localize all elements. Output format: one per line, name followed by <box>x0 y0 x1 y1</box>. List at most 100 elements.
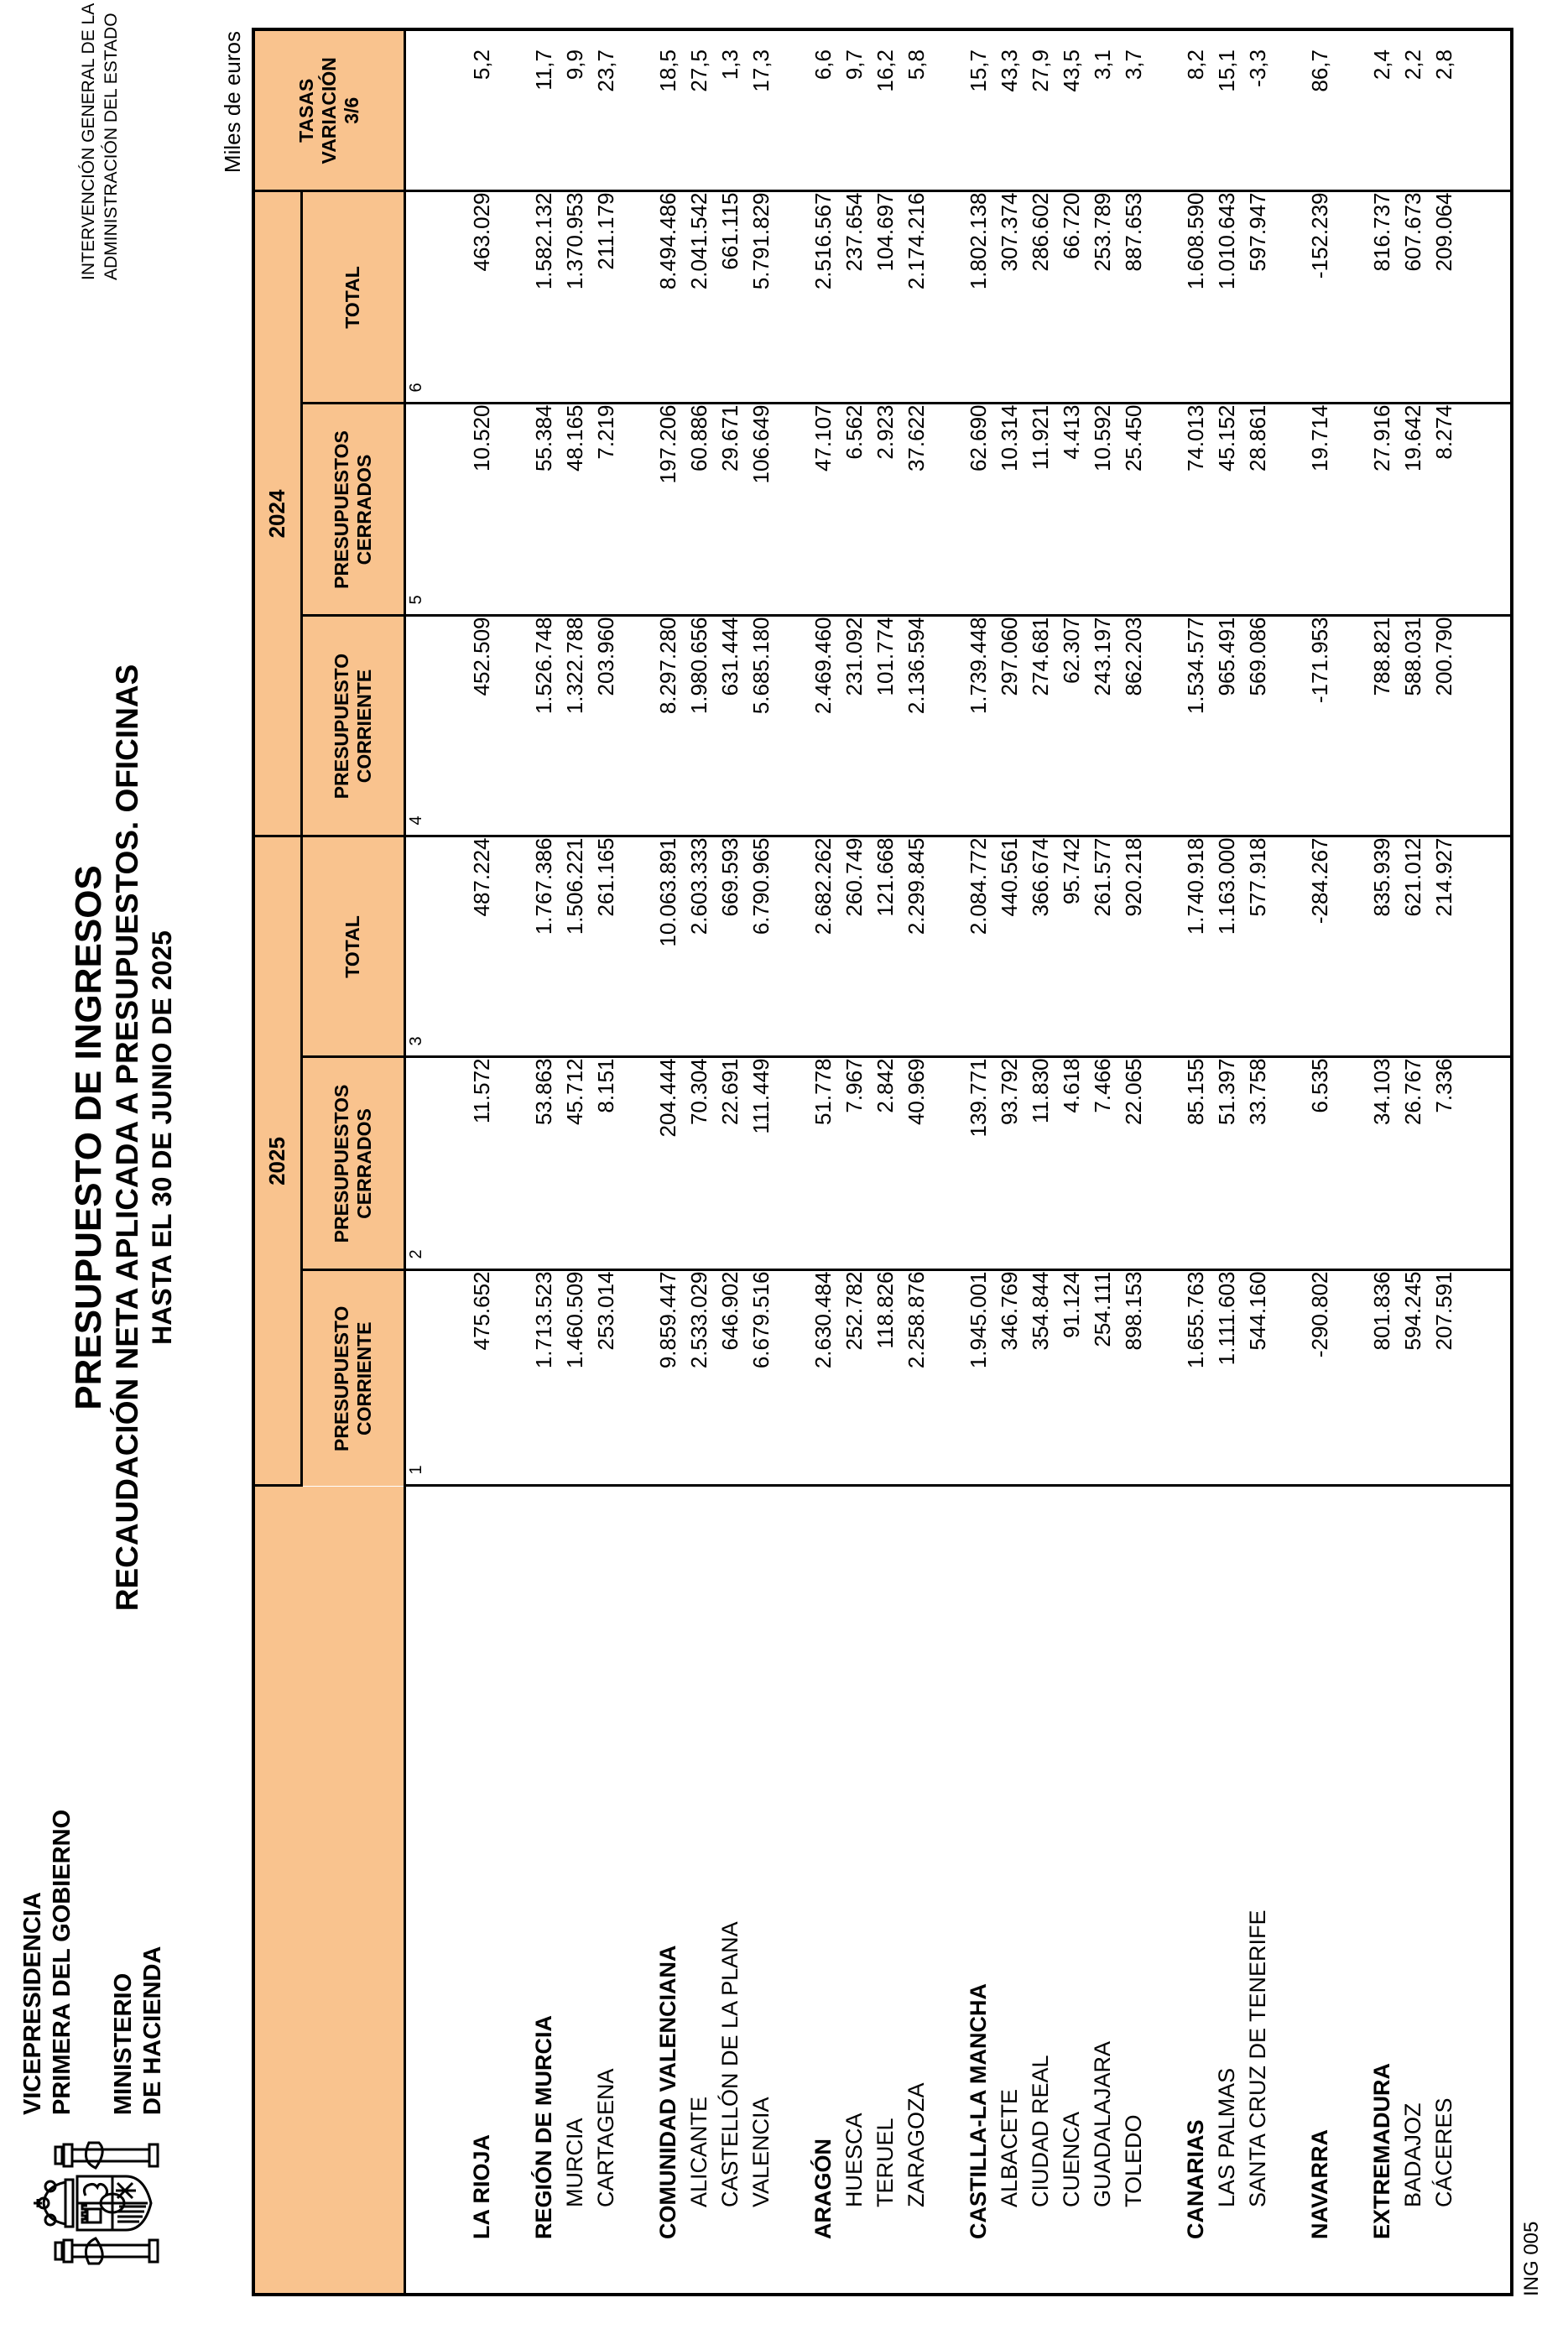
cell-col6: 607.673 <box>1398 191 1429 404</box>
filler-cell <box>1460 404 1512 616</box>
cell-col3: 1.506.221 <box>560 836 591 1057</box>
cell-col1 <box>622 1270 653 1486</box>
cell-col5: 10.314 <box>994 404 1025 616</box>
cell-col3 <box>497 836 529 1057</box>
cell-col5: 8.274 <box>1429 404 1460 616</box>
ministry-name: MINISTERIO DE HACIENDA <box>109 1946 168 2115</box>
cell-tasa-variacion: 9,7 <box>839 29 870 191</box>
cell-col4: 1.980.656 <box>684 616 715 836</box>
cell-col4 <box>1274 616 1305 836</box>
cell-col1: 2.258.876 <box>901 1270 932 1486</box>
ministry-line: MINISTERIO <box>110 1972 137 2115</box>
table-row: CARTAGENA 253.014 8.151 261.165 203.960 7.219… <box>591 29 622 2295</box>
cell-col1: 1.460.509 <box>560 1270 591 1486</box>
cell-col6: 2.041.542 <box>684 191 715 404</box>
table-row: BADAJOZ 594.245 26.767 621.012 588.031 19.642… <box>1398 29 1429 2295</box>
cell-col4: 588.031 <box>1398 616 1429 836</box>
cell-col4: 1.534.577 <box>1180 616 1211 836</box>
spacer-row <box>777 29 808 2295</box>
cell-col1: 1.713.523 <box>529 1270 560 1486</box>
cell-col5 <box>932 404 963 616</box>
cell-tasa-variacion: 16,2 <box>870 29 901 191</box>
cell-col3: 920.218 <box>1118 836 1149 1057</box>
row-label <box>932 1486 963 2295</box>
cell-col1: 254.111 <box>1087 1270 1118 1486</box>
cell-tasa-variacion <box>497 29 529 191</box>
cell-col2 <box>1336 1057 1367 1270</box>
cell-col5: 27.916 <box>1367 404 1398 616</box>
cell-col5: 7.219 <box>591 404 622 616</box>
cell-col4: 1.526.748 <box>529 616 560 836</box>
table-row: TOLEDO 898.153 22.065 920.218 862.203 25.450 8… <box>1118 29 1149 2295</box>
table-filler-row <box>1460 29 1512 2295</box>
cell-col4: 101.774 <box>870 616 901 836</box>
row-label: VALENCIA <box>748 2097 774 2207</box>
column-number-empty <box>404 1486 466 2295</box>
table-row: COMUNIDAD VALENCIANA 9.859.447 204.444 10.0… <box>653 29 684 2295</box>
cell-col5 <box>777 404 808 616</box>
cell-col3 <box>1336 836 1367 1057</box>
cell-col3: 1.740.918 <box>1180 836 1211 1057</box>
cell-col5 <box>622 404 653 616</box>
cell-tasa-variacion <box>1336 29 1367 191</box>
cell-col1: 91.124 <box>1056 1270 1087 1486</box>
cell-col2: 34.103 <box>1367 1057 1398 1270</box>
cell-col2 <box>777 1057 808 1270</box>
cell-tasa-variacion: 2,4 <box>1367 29 1398 191</box>
cell-col4: 452.509 <box>466 616 497 836</box>
table-row: ARAGÓN 2.630.484 51.778 2.682.262 2.469.460 4… <box>808 29 839 2295</box>
cell-tasa-variacion: 18,5 <box>653 29 684 191</box>
row-label: NAVARRA <box>1307 2129 1332 2239</box>
cell-col3: 10.063.891 <box>653 836 684 1057</box>
table-row: CASTELLÓN DE LA PLANA 646.902 22.691 669.59… <box>715 29 746 2295</box>
cell-col6: 1.582.132 <box>529 191 560 404</box>
spacer-row <box>1336 29 1367 2295</box>
table-row: CANARIAS 1.655.763 85.155 1.740.918 1.534.57… <box>1180 29 1211 2295</box>
cell-col4 <box>497 616 529 836</box>
cell-tasa-variacion: -3,3 <box>1242 29 1274 191</box>
row-label <box>1149 1486 1180 2295</box>
document-title: PRESUPUESTO DE INGRESOS RECAUDACIÓN NETA… <box>68 433 178 1842</box>
row-label: COMUNIDAD VALENCIANA <box>655 1945 680 2240</box>
cell-col5 <box>1336 404 1367 616</box>
cell-col6: 286.602 <box>1025 191 1056 404</box>
cell-col6: 5.791.829 <box>746 191 777 404</box>
cell-tasa-variacion: 1,3 <box>715 29 746 191</box>
cell-col1: 1.655.763 <box>1180 1270 1211 1486</box>
spacer-row <box>497 29 529 2295</box>
col6-header: TOTAL <box>301 191 404 404</box>
table-row: NAVARRA -290.802 6.535 -284.267 -171.953 19.7… <box>1305 29 1336 2295</box>
agency-line: INTERVENCIÓN GENERAL DE LA <box>79 3 98 280</box>
cell-col4: 274.681 <box>1025 616 1056 836</box>
cell-col5: 25.450 <box>1118 404 1149 616</box>
row-label: LAS PALMAS <box>1214 2067 1239 2207</box>
cell-col5: 4.413 <box>1056 404 1087 616</box>
cell-col5 <box>497 404 529 616</box>
cell-col4: 297.060 <box>994 616 1025 836</box>
cell-col2: 93.792 <box>994 1057 1025 1270</box>
cell-col4: 203.960 <box>591 616 622 836</box>
cell-col2: 11.572 <box>466 1057 497 1270</box>
table-row: LA RIOJA 475.652 11.572 487.224 452.509 10.52… <box>466 29 497 2295</box>
cell-col5: 2.923 <box>870 404 901 616</box>
cell-tasa-variacion: 3,7 <box>1118 29 1149 191</box>
cell-col4: 569.086 <box>1242 616 1274 836</box>
cell-col1: 207.591 <box>1429 1270 1460 1486</box>
column-number-empty <box>404 29 466 191</box>
cell-col2 <box>622 1057 653 1270</box>
cell-col4 <box>932 616 963 836</box>
row-label: CARTAGENA <box>593 2068 618 2207</box>
column-number-row: 1 2 3 4 5 6 <box>404 29 466 2295</box>
cell-col6: 104.697 <box>870 191 901 404</box>
column-number-6: 6 <box>404 191 466 404</box>
tasas-variacion-header: TASAS VARIACIÓN 3/6 <box>253 29 404 191</box>
cell-col5: 37.622 <box>901 404 932 616</box>
cell-col5: 11.921 <box>1025 404 1056 616</box>
row-label <box>622 1486 653 2295</box>
cell-col1 <box>777 1270 808 1486</box>
cell-col6: 1.802.138 <box>963 191 994 404</box>
title-line-2: RECAUDACIÓN NETA APLICADA A PRESUPUESTOS… <box>110 664 144 1612</box>
cell-col1: 2.630.484 <box>808 1270 839 1486</box>
cell-col3 <box>622 836 653 1057</box>
